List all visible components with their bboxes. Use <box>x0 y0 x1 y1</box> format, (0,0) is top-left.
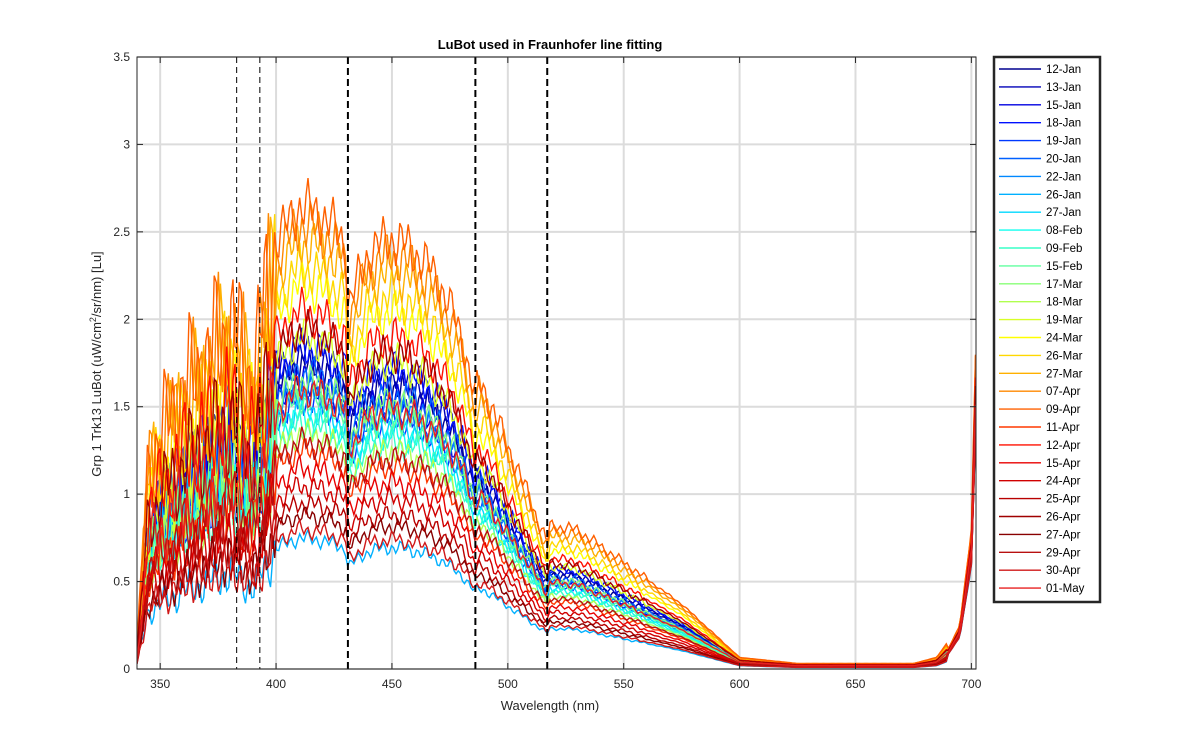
legend-entry: 27-Jan <box>1046 207 1081 219</box>
x-tick-label: 500 <box>498 677 518 691</box>
legend-entry: 15-Apr <box>1046 458 1081 470</box>
legend-entry: 26-Apr <box>1046 512 1081 524</box>
y-tick-label: 0 <box>123 662 130 676</box>
legend-entry: 01-May <box>1046 583 1085 595</box>
legend-entry: 12-Apr <box>1046 440 1081 452</box>
legend-entry: 24-Mar <box>1046 333 1083 345</box>
legend-entry: 26-Jan <box>1046 189 1081 201</box>
legend-entry: 27-Apr <box>1046 529 1081 541</box>
axes-box <box>136 56 977 670</box>
legend-box <box>992 55 1102 604</box>
legend-entry: 17-Mar <box>1046 279 1083 291</box>
legend-entry: 29-Apr <box>1046 547 1081 559</box>
y-tick-label: 2 <box>123 312 130 326</box>
legend: 12-Jan 13-Jan 15-Jan 18-Jan 19-Jan 20-Jan 22-J… <box>992 55 1102 604</box>
legend-entry: 07-Apr <box>1046 386 1081 398</box>
series-line <box>137 438 976 668</box>
legend-entry: 25-Apr <box>1046 494 1081 506</box>
legend-entry: 09-Feb <box>1046 243 1082 255</box>
y-axis-label-part1: Grp 1 Trk13 LuBot (uW/cm <box>89 322 104 477</box>
y-axis-label: Grp 1 Trk13 LuBot (uW/cm2/sr/nm) [Lu] <box>88 251 104 476</box>
legend-entry: 19-Jan <box>1046 136 1081 148</box>
x-tick-label: 600 <box>730 677 750 691</box>
legend-entry: 18-Mar <box>1046 297 1083 309</box>
y-axis-label-superscript: 2 <box>88 317 98 322</box>
legend-entry: 13-Jan <box>1046 82 1081 94</box>
x-axis-label: Wavelength (nm) <box>501 698 600 713</box>
x-tick-label: 650 <box>845 677 865 691</box>
y-tick-label: 2.5 <box>113 225 130 239</box>
x-tick-label: 400 <box>266 677 286 691</box>
series-line <box>137 178 976 665</box>
legend-entry: 24-Apr <box>1046 476 1081 488</box>
legend-entry: 09-Apr <box>1046 404 1081 416</box>
legend-entry: 22-Jan <box>1046 171 1081 183</box>
legend-entry: 11-Apr <box>1046 422 1080 434</box>
series-line <box>137 370 976 667</box>
y-tick-label: 1 <box>123 487 130 501</box>
legend-entry: 26-Mar <box>1046 350 1083 362</box>
legend-entry: 15-Feb <box>1046 261 1082 273</box>
legend-entry: 08-Feb <box>1046 225 1082 237</box>
legend-entry: 18-Jan <box>1046 118 1081 130</box>
y-axis-label-part2: /sr/nm) [Lu] <box>89 251 104 317</box>
y-tick-label: 3 <box>123 137 130 151</box>
x-tick-label: 550 <box>614 677 634 691</box>
x-tick-label: 350 <box>150 677 170 691</box>
legend-entry: 27-Mar <box>1046 368 1083 380</box>
x-tick-label: 450 <box>382 677 402 691</box>
legend-entry: 20-Jan <box>1046 154 1081 166</box>
y-tick-label: 3.5 <box>113 50 130 64</box>
legend-entry: 15-Jan <box>1046 100 1081 112</box>
legend-entry: 19-Mar <box>1046 315 1083 327</box>
x-tick-label: 700 <box>961 677 981 691</box>
y-tick-label: 1.5 <box>113 400 130 414</box>
legend-entry: 30-Apr <box>1046 565 1081 577</box>
legend-entry: 12-Jan <box>1046 64 1081 76</box>
series-group <box>137 178 976 669</box>
y-tick-label: 0.5 <box>113 575 130 589</box>
chart-title: LuBot used in Fraunhofer line fitting <box>438 37 663 52</box>
plot-area: 350 400 450 500 550 600 650 700 0 0.5 1 1.5 2 2.5 3 3.5 <box>113 50 981 691</box>
